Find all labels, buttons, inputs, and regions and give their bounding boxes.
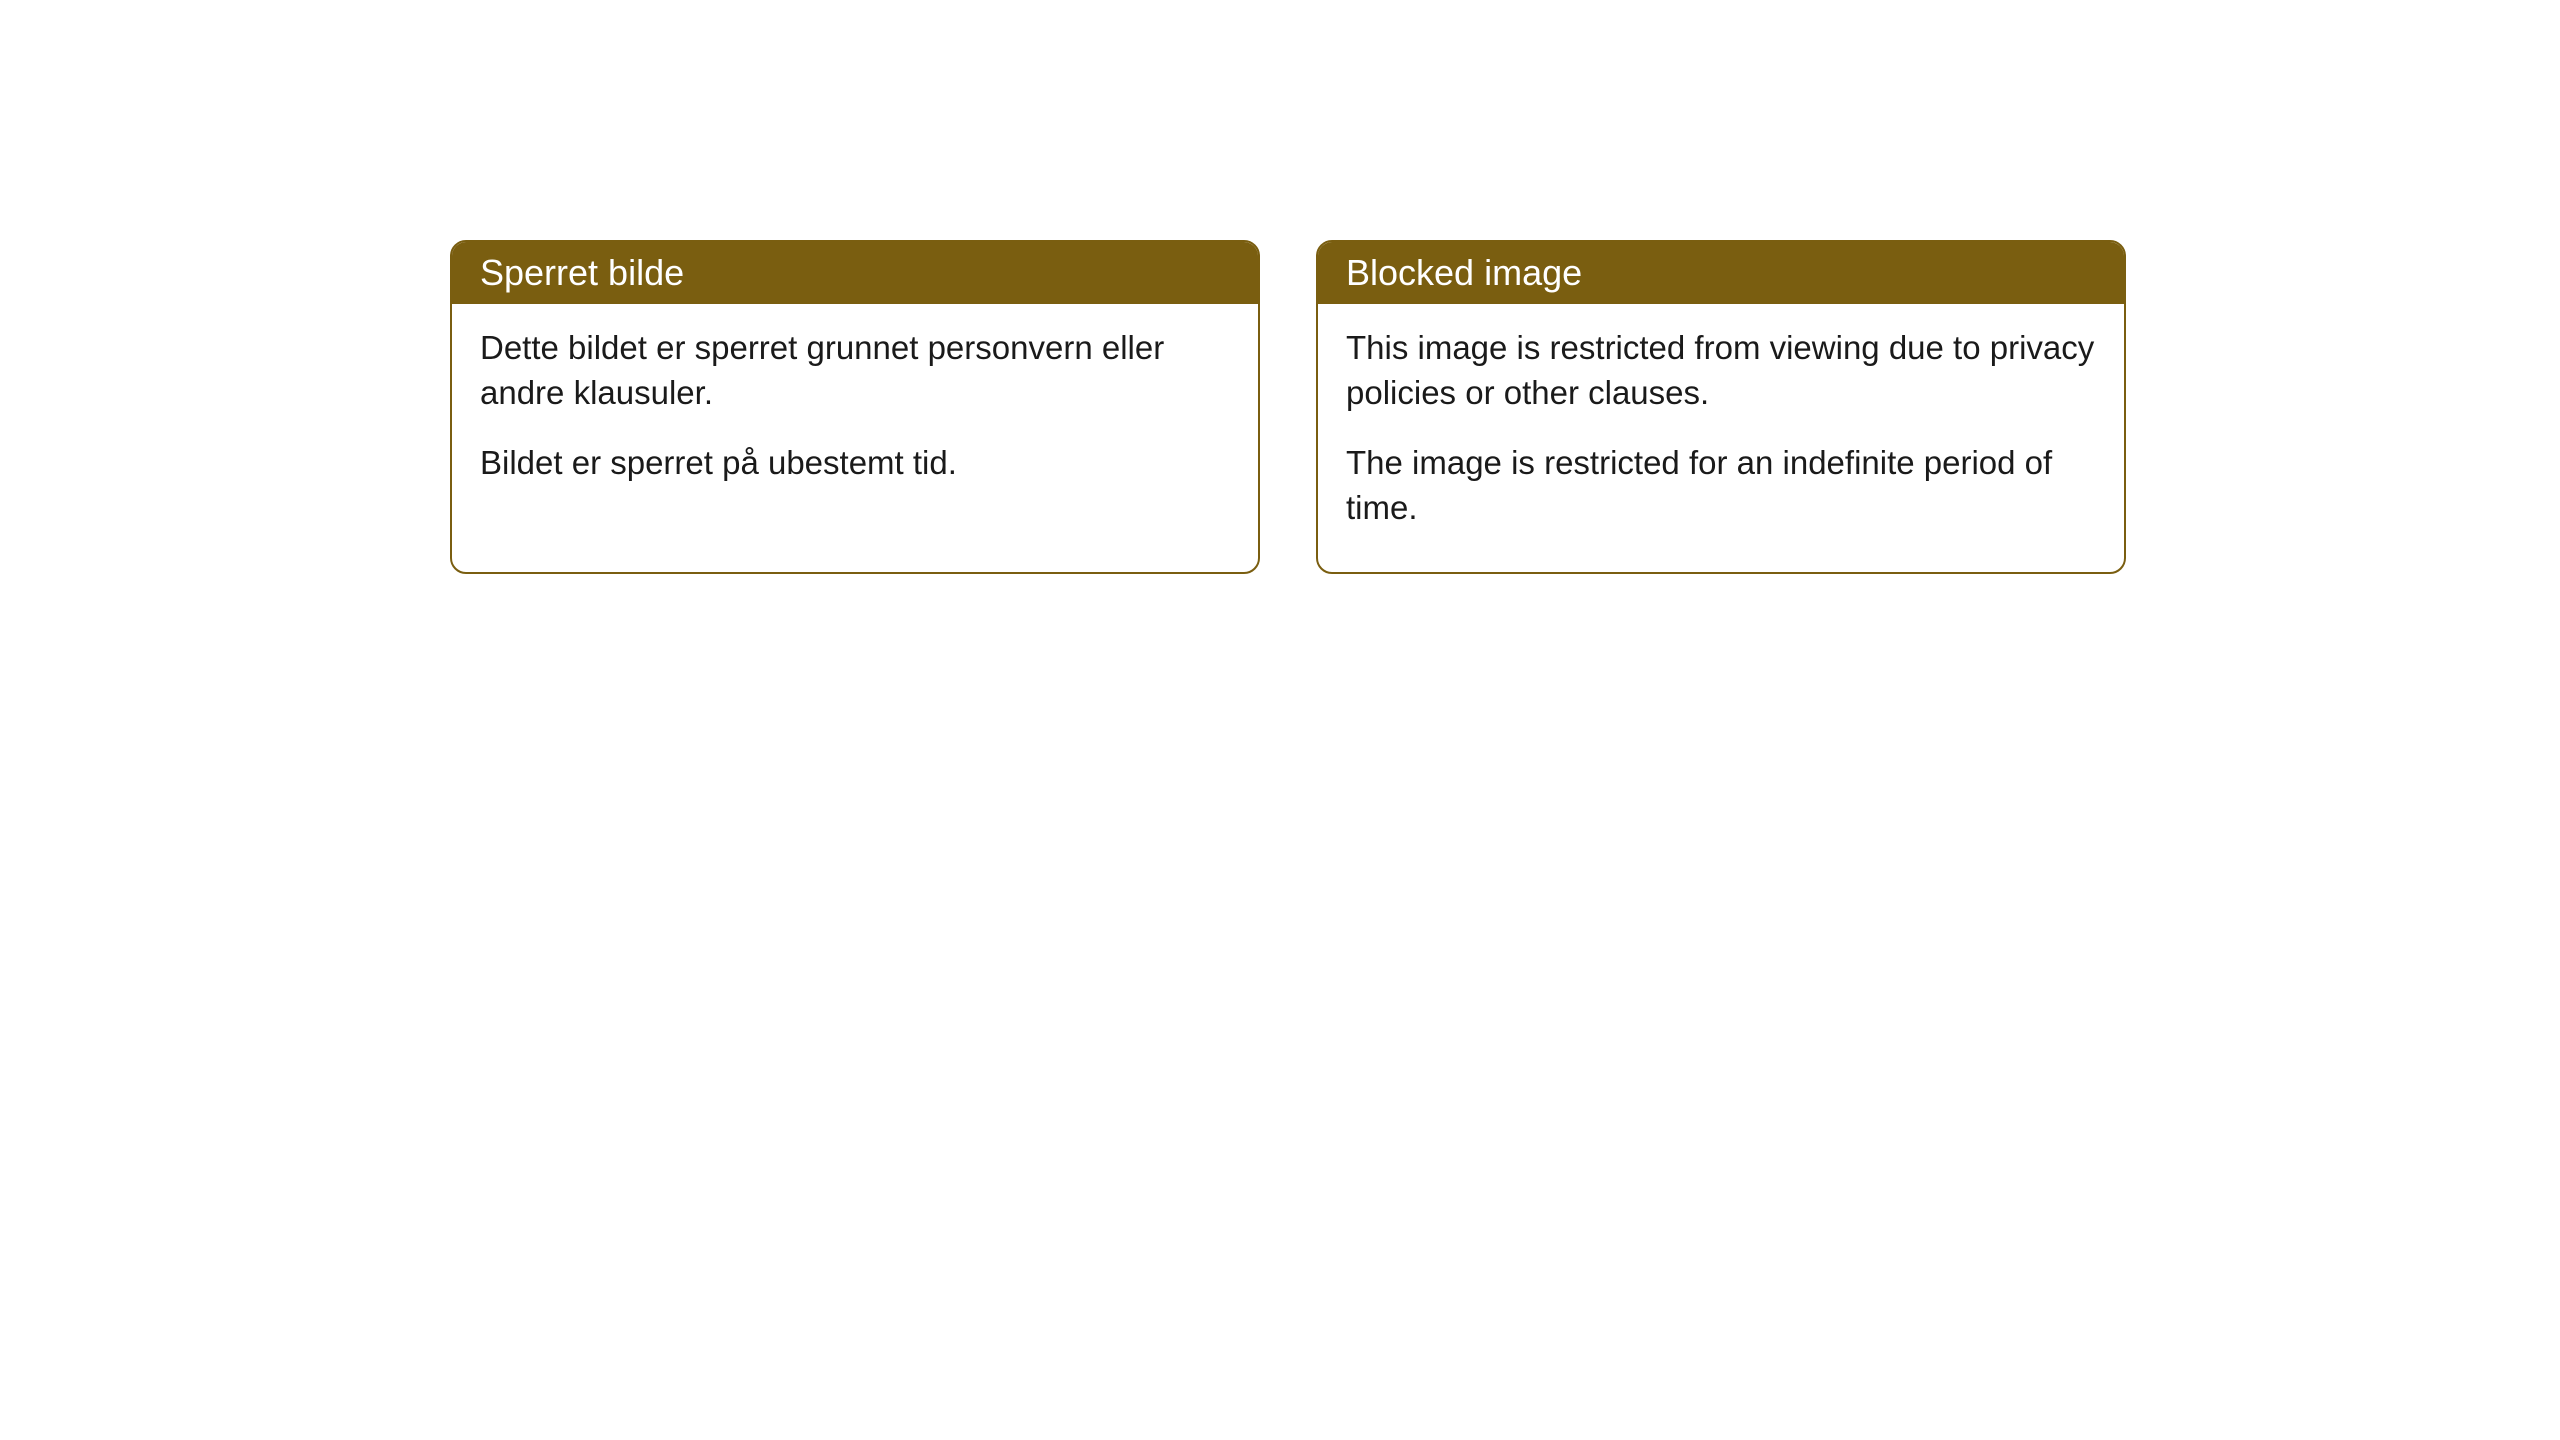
card-paragraph: Bildet er sperret på ubestemt tid. — [480, 441, 1230, 486]
card-paragraph: This image is restricted from viewing du… — [1346, 326, 2096, 415]
notice-cards-container: Sperret bilde Dette bildet er sperret gr… — [450, 240, 2126, 574]
notice-card-english: Blocked image This image is restricted f… — [1316, 240, 2126, 574]
card-body: Dette bildet er sperret grunnet personve… — [452, 304, 1258, 528]
card-title: Sperret bilde — [480, 252, 684, 293]
card-paragraph: Dette bildet er sperret grunnet personve… — [480, 326, 1230, 415]
card-paragraph: The image is restricted for an indefinit… — [1346, 441, 2096, 530]
card-header: Blocked image — [1318, 242, 2124, 304]
card-header: Sperret bilde — [452, 242, 1258, 304]
notice-card-norwegian: Sperret bilde Dette bildet er sperret gr… — [450, 240, 1260, 574]
card-title: Blocked image — [1346, 252, 1582, 293]
card-body: This image is restricted from viewing du… — [1318, 304, 2124, 572]
